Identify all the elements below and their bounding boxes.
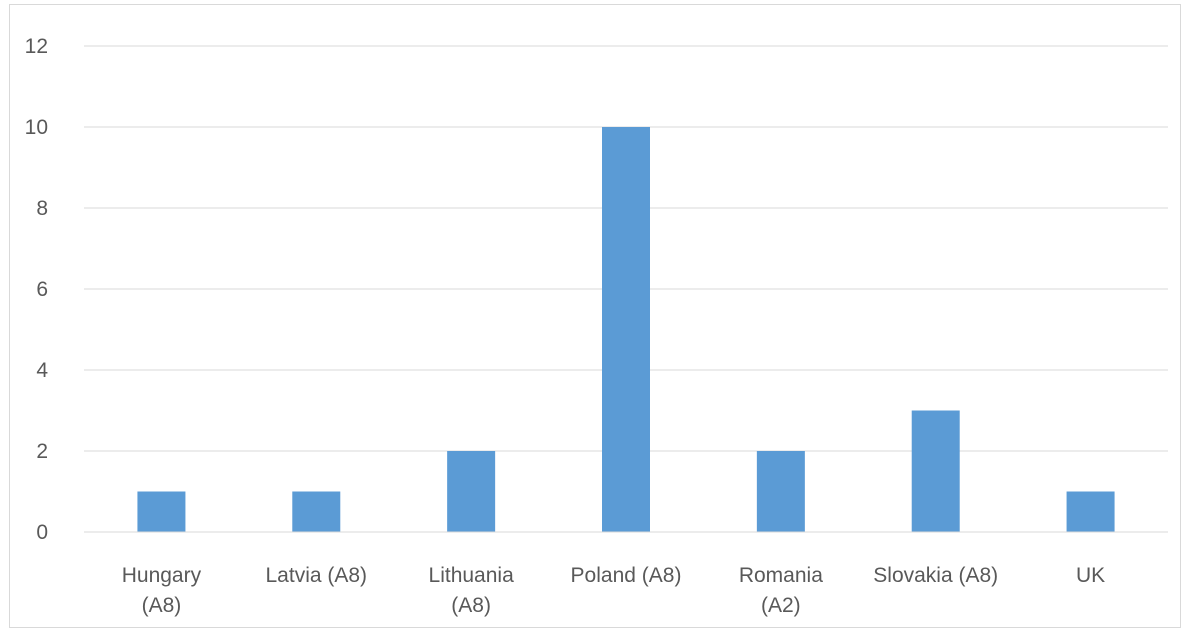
- x-tick-label: Latvia (A8): [266, 564, 368, 587]
- x-tick-label-line: Hungary: [122, 564, 202, 587]
- x-tick-label-line: Romania: [739, 564, 823, 587]
- x-tick-label: Slovakia (A8): [873, 564, 998, 587]
- x-tick-label: Poland (A8): [571, 564, 682, 587]
- x-tick-label: Romania (A2): [739, 564, 823, 617]
- y-axis-ticks: 0 2 4 6 8 10 12: [25, 35, 49, 544]
- x-tick-label: UK: [1076, 564, 1105, 587]
- x-tick-label-line: UK: [1076, 564, 1105, 587]
- y-tick-label: 2: [36, 440, 48, 463]
- bar-6: [1067, 492, 1115, 533]
- y-tick-label: 12: [25, 35, 48, 58]
- bar-4: [757, 451, 805, 532]
- x-tick-label-line: Lithuania: [429, 564, 515, 587]
- bar-5: [912, 411, 960, 533]
- x-tick-label-line: Latvia (A8): [266, 564, 368, 587]
- x-tick-label-line: Poland (A8): [571, 564, 682, 587]
- x-tick-label-line: (A8): [451, 594, 491, 617]
- y-tick-label: 10: [25, 116, 48, 139]
- y-tick-label: 0: [36, 521, 48, 544]
- x-tick-label: Hungary (A8): [122, 564, 202, 617]
- bar-0: [137, 492, 185, 533]
- x-tick-label-line: (A8): [142, 594, 182, 617]
- y-tick-label: 6: [36, 278, 48, 301]
- x-tick-label-line: (A2): [761, 594, 801, 617]
- x-tick-label-line: Slovakia (A8): [873, 564, 998, 587]
- bar-3: [602, 127, 650, 532]
- x-axis-ticks: Hungary (A8) Latvia (A8) Lithuania (A8) Polan…: [122, 564, 1105, 617]
- bar-2: [447, 451, 495, 532]
- y-tick-label: 8: [36, 197, 48, 220]
- bars: [137, 127, 1114, 532]
- bar-1: [292, 492, 340, 533]
- y-tick-label: 4: [36, 359, 48, 382]
- x-tick-label: Lithuania (A8): [429, 564, 515, 617]
